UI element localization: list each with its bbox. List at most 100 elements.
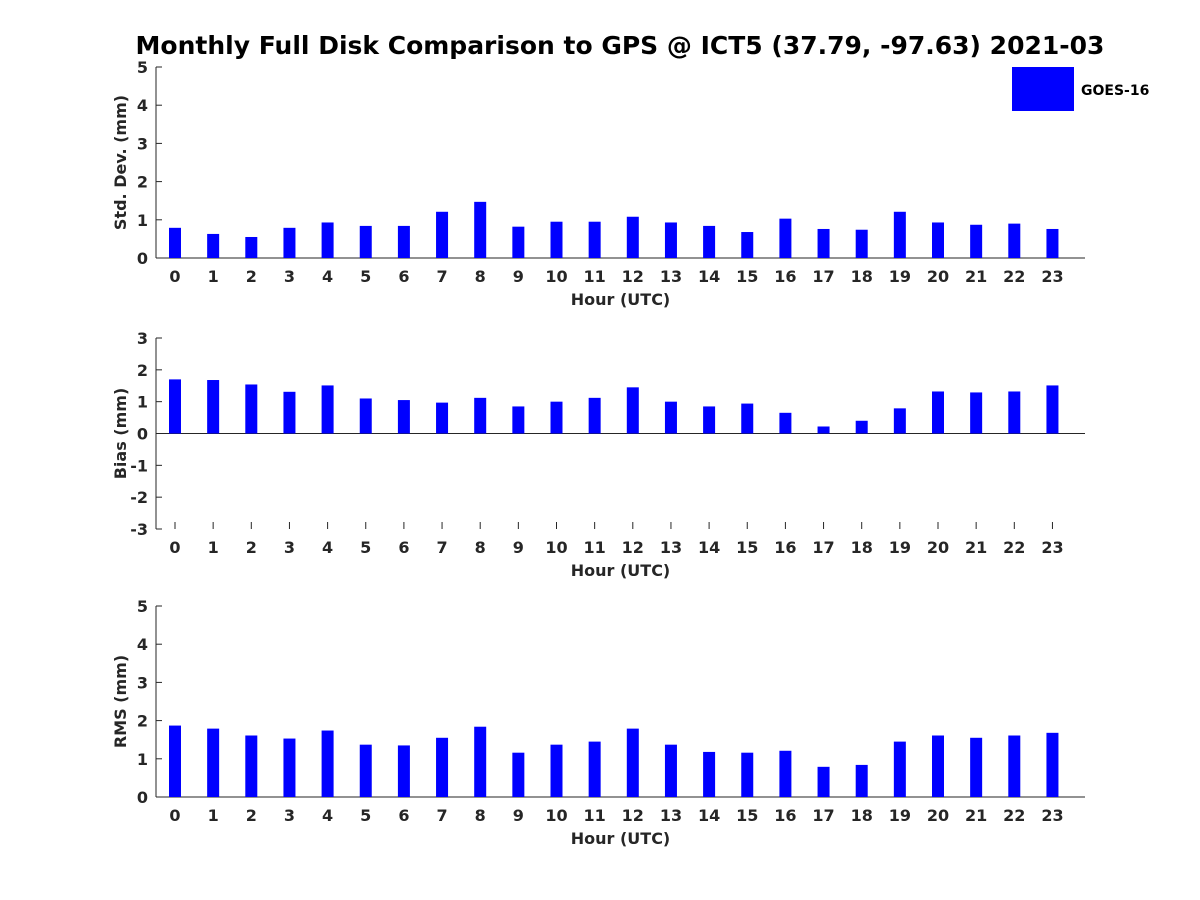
std-dev-bar-hour-15	[741, 232, 754, 258]
rms-x-axis-label: Hour (UTC)	[571, 829, 671, 848]
std-dev-y-tick-label: 5	[137, 58, 148, 77]
std-dev-x-tick-label: 4	[322, 267, 333, 286]
std-dev-x-tick-label: 2	[246, 267, 257, 286]
bias-x-tick-label: 20	[927, 538, 949, 557]
std-dev-x-tick-label: 16	[774, 267, 796, 286]
bias-y-tick-label: 0	[137, 425, 148, 444]
rms-x-tick-label: 5	[360, 806, 371, 825]
std-dev-x-tick-label: 3	[284, 267, 295, 286]
legend-swatch	[1012, 67, 1074, 111]
legend-label: GOES-16	[1081, 83, 1149, 99]
rms-y-tick-label: 5	[137, 597, 148, 616]
bias-x-tick-label: 23	[1041, 538, 1063, 557]
rms-bar-hour-19	[893, 741, 906, 797]
std-dev-x-tick-label: 22	[1003, 267, 1025, 286]
rms-bar-hour-13	[664, 744, 677, 797]
bias-bar-hour-14	[703, 406, 716, 434]
bias-y-tick-label: 1	[137, 393, 148, 412]
bias-x-tick-label: 21	[965, 538, 987, 557]
std-dev-bar-hour-1	[207, 233, 220, 258]
std-dev-y-tick-label: 2	[137, 173, 148, 192]
std-dev-x-tick-label: 14	[698, 267, 720, 286]
std-dev-x-tick-label: 5	[360, 267, 371, 286]
rms-x-tick-label: 23	[1041, 806, 1063, 825]
std-dev-x-tick-label: 0	[169, 267, 180, 286]
bias-bar-hour-6	[397, 400, 410, 434]
bias-bar-hour-21	[970, 392, 983, 434]
bias-x-tick-label: 0	[169, 538, 180, 557]
bias-x-tick-label: 19	[889, 538, 911, 557]
bias-bar-hour-3	[283, 391, 296, 434]
std-dev-x-tick-label: 13	[660, 267, 682, 286]
rms-bar-hour-15	[741, 752, 754, 797]
std-dev-x-tick-label: 21	[965, 267, 987, 286]
std-dev-x-tick-label: 7	[436, 267, 447, 286]
rms-bar-hour-17	[817, 766, 830, 797]
std-dev-bar-hour-4	[321, 222, 334, 258]
std-dev-bar-hour-6	[397, 225, 410, 258]
bias-x-tick-label: 2	[246, 538, 257, 557]
bias-x-axis-label: Hour (UTC)	[571, 561, 671, 580]
rms-bar-hour-10	[550, 744, 563, 797]
bias-x-tick-label: 5	[360, 538, 371, 557]
std-dev-x-tick-label: 12	[622, 267, 644, 286]
rms-bar-hour-2	[245, 735, 258, 797]
std-dev-x-tick-label: 23	[1041, 267, 1063, 286]
bias-bar-hour-23	[1046, 385, 1059, 434]
bias-y-axis-label: Bias (mm)	[111, 388, 130, 480]
rms-bar-hour-8	[474, 726, 487, 797]
rms-bar-hour-18	[855, 764, 868, 797]
rms-x-tick-label: 17	[812, 806, 834, 825]
rms-bar-hour-9	[512, 752, 525, 797]
rms-x-tick-label: 4	[322, 806, 333, 825]
std-dev-bar-hour-19	[893, 211, 906, 258]
bias-bar-hour-10	[550, 401, 563, 434]
rms-bar-hour-22	[1008, 735, 1021, 797]
bias-bar-hour-7	[436, 402, 449, 434]
bias-x-tick-label: 3	[284, 538, 295, 557]
rms-x-tick-label: 3	[284, 806, 295, 825]
rms-bar-hour-5	[359, 744, 372, 797]
bias-bar-hour-5	[359, 398, 372, 434]
bias-x-tick-label: 16	[774, 538, 796, 557]
bias-x-tick-label: 8	[475, 538, 486, 557]
bias-x-tick-label: 6	[398, 538, 409, 557]
rms-bar-hour-7	[436, 737, 449, 797]
std-dev-x-tick-label: 18	[851, 267, 873, 286]
std-dev-x-tick-label: 1	[208, 267, 219, 286]
bias-bar-hour-18	[855, 420, 868, 434]
bias-x-tick-label: 13	[660, 538, 682, 557]
bias-x-tick-label: 4	[322, 538, 333, 557]
bias-x-tick-label: 14	[698, 538, 720, 557]
rms-x-tick-label: 8	[475, 806, 486, 825]
std-dev-y-axis-label: Std. Dev. (mm)	[111, 95, 130, 230]
std-dev-bar-hour-22	[1008, 223, 1021, 258]
std-dev-x-tick-label: 10	[545, 267, 567, 286]
std-dev-bar-hour-8	[474, 201, 487, 258]
std-dev-x-tick-label: 19	[889, 267, 911, 286]
rms-x-tick-label: 22	[1003, 806, 1025, 825]
rms-x-tick-label: 16	[774, 806, 796, 825]
bias-bar-hour-12	[626, 387, 639, 434]
std-dev-y-tick-label: 0	[137, 249, 148, 268]
std-dev-x-tick-label: 15	[736, 267, 758, 286]
std-dev-bar-hour-0	[169, 227, 181, 258]
bias-bar-hour-11	[588, 397, 601, 434]
rms-x-tick-label: 18	[851, 806, 873, 825]
rms-x-tick-label: 0	[169, 806, 180, 825]
rms-x-tick-label: 20	[927, 806, 949, 825]
bias-x-tick-label: 7	[436, 538, 447, 557]
rms-x-tick-label: 1	[208, 806, 219, 825]
bias-bar-hour-16	[779, 412, 792, 434]
bias-x-tick-label: 18	[851, 538, 873, 557]
rms-x-tick-label: 6	[398, 806, 409, 825]
rms-y-tick-label: 3	[137, 673, 148, 692]
bias-x-tick-label: 1	[208, 538, 219, 557]
rms-bar-hour-11	[588, 741, 601, 797]
std-dev-x-tick-label: 8	[475, 267, 486, 286]
std-dev-bar-hour-23	[1046, 228, 1059, 258]
rms-x-tick-label: 13	[660, 806, 682, 825]
std-dev-bar-hour-7	[436, 211, 449, 258]
